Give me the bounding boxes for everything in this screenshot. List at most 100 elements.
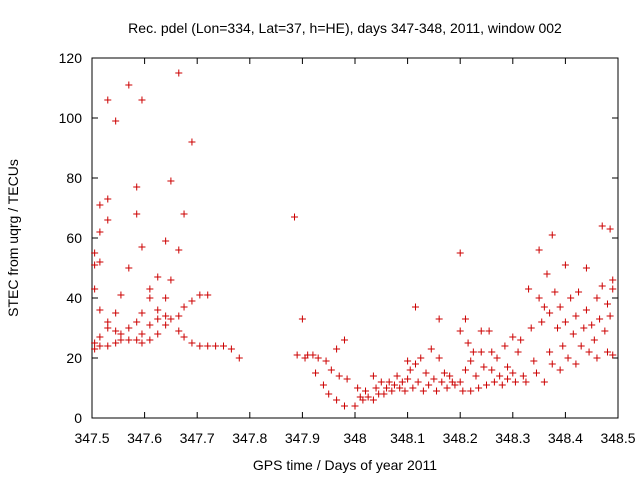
data-point	[383, 384, 391, 392]
data-point	[596, 315, 604, 323]
data-point	[493, 354, 501, 362]
data-point	[483, 381, 490, 389]
x-axis-label: GPS time / Days of year 2011	[253, 457, 437, 473]
data-point	[467, 387, 475, 395]
data-point	[220, 342, 227, 350]
data-point	[598, 222, 606, 230]
y-tick-label: 120	[59, 50, 83, 66]
data-point	[525, 285, 533, 293]
data-point	[112, 309, 120, 317]
data-point	[91, 261, 99, 269]
data-point	[485, 327, 493, 335]
y-tick-label: 60	[66, 230, 82, 246]
data-point	[204, 342, 212, 350]
data-point	[133, 183, 141, 191]
data-point	[532, 369, 540, 377]
x-tick-label: 347.9	[285, 430, 320, 446]
data-point	[146, 294, 154, 302]
data-point	[227, 345, 235, 353]
data-point	[480, 363, 488, 371]
data-point	[133, 336, 141, 344]
y-tick-label: 0	[74, 410, 82, 426]
data-point	[425, 381, 433, 389]
y-axis-label: STEC from uqrg / TECUs	[5, 159, 21, 317]
data-point	[388, 387, 396, 395]
data-point	[446, 372, 454, 380]
data-point	[138, 309, 146, 317]
data-point	[535, 294, 543, 302]
data-point	[354, 384, 362, 392]
data-point	[377, 378, 385, 386]
data-point	[291, 213, 299, 221]
data-point	[567, 294, 575, 302]
data-point	[196, 291, 204, 299]
y-axis: 0 20 40 60 80 100 120	[59, 50, 618, 426]
data-point	[538, 318, 546, 326]
data-point	[564, 354, 572, 362]
data-point	[91, 345, 99, 353]
y-tick-label: 40	[66, 290, 82, 306]
data-point	[609, 285, 617, 293]
data-point	[554, 324, 562, 332]
data-point	[546, 348, 554, 356]
data-point	[175, 69, 183, 77]
data-point	[509, 333, 517, 341]
data-point	[396, 384, 404, 392]
x-tick-label: 348.1	[390, 430, 425, 446]
x-tick-label: 348.2	[443, 430, 478, 446]
data-point	[546, 309, 554, 317]
data-point	[385, 378, 393, 386]
data-point	[498, 381, 506, 389]
data-point	[125, 81, 133, 89]
data-point	[104, 342, 112, 350]
data-point	[559, 342, 567, 350]
data-point	[343, 375, 351, 383]
data-point	[133, 210, 141, 218]
data-point	[530, 357, 538, 365]
y-tick-label: 80	[66, 170, 82, 186]
data-point	[598, 282, 606, 290]
data-point	[430, 375, 438, 383]
data-point	[333, 345, 341, 353]
data-point	[104, 216, 112, 224]
data-point	[435, 315, 443, 323]
data-point	[96, 306, 104, 314]
data-point	[514, 348, 522, 356]
data-point	[451, 381, 459, 389]
data-point	[175, 327, 183, 335]
data-point	[556, 303, 564, 311]
data-point	[312, 369, 320, 377]
data-point	[606, 225, 614, 233]
data-point	[162, 237, 170, 245]
data-point	[325, 390, 333, 398]
data-point	[154, 330, 162, 338]
data-point	[509, 369, 517, 377]
data-point	[309, 351, 317, 359]
data-point	[609, 276, 617, 284]
data-point	[438, 378, 446, 386]
data-point	[146, 285, 154, 293]
data-point	[464, 339, 472, 347]
data-point	[319, 381, 327, 389]
data-point	[504, 375, 512, 383]
data-point	[535, 246, 543, 254]
data-point	[380, 390, 388, 398]
data-point	[522, 378, 530, 386]
plot-frame	[91, 57, 619, 419]
data-point	[104, 324, 112, 332]
data-point	[572, 312, 580, 320]
data-point	[572, 360, 580, 368]
data-point	[138, 243, 146, 251]
data-point	[162, 294, 170, 302]
chart-title: Rec. pdel (Lon=334, Lat=37, h=HE), days …	[128, 20, 562, 36]
data-point	[96, 201, 104, 209]
data-point	[91, 249, 99, 257]
data-point	[298, 315, 306, 323]
data-point	[440, 369, 448, 377]
data-point	[162, 312, 170, 320]
x-tick-label: 347.6	[127, 430, 162, 446]
data-point	[196, 342, 204, 350]
data-point	[435, 354, 443, 362]
data-point	[540, 378, 548, 386]
data-point	[472, 372, 480, 380]
